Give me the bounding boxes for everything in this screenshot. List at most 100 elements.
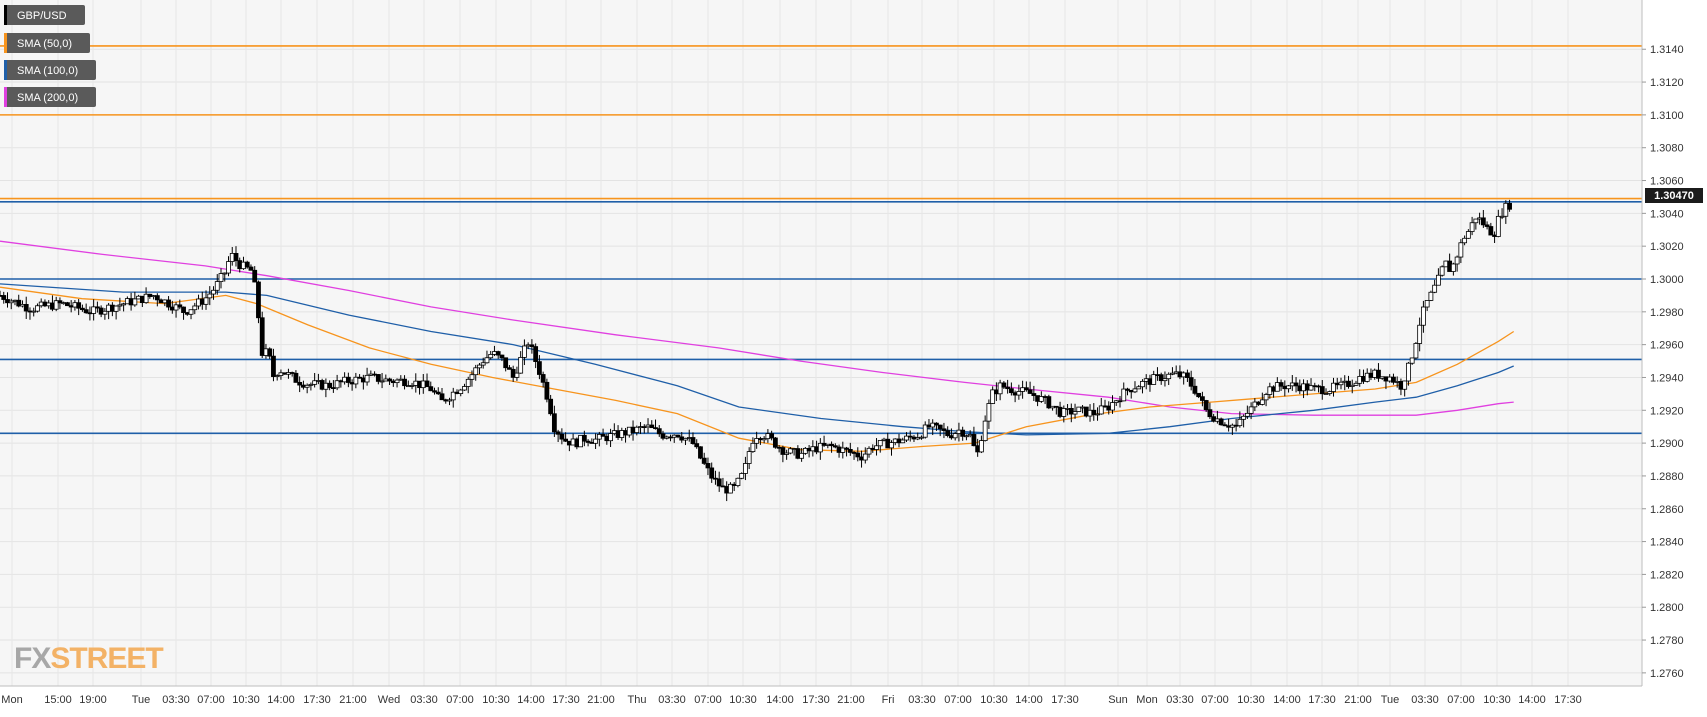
candle [832,443,838,449]
candle [986,399,992,429]
y-tick-label: 1.2840 [1650,537,1684,549]
candle [1308,378,1314,391]
y-tick-label: 1.2760 [1650,668,1684,680]
candle [297,376,303,393]
candle [304,383,310,394]
candle [375,374,381,385]
candle [1110,395,1115,414]
candle [80,304,85,312]
candle [271,348,276,382]
candle [866,446,872,458]
candle [248,264,254,271]
candle [1091,403,1097,421]
candle [409,382,415,390]
x-tick-label: 14:00 [1518,694,1546,706]
candle [559,428,565,445]
candle [113,305,119,320]
x-tick-label: 10:30 [1237,694,1265,706]
candle [1391,373,1396,385]
candle [1095,407,1100,421]
candle [1196,392,1202,399]
candle [533,343,539,369]
candle [233,246,239,267]
candle [514,366,520,381]
candle [982,415,988,442]
candle [1406,361,1411,386]
candle [1,291,7,304]
candle [1132,381,1138,394]
candle [683,437,688,446]
candle [1319,380,1325,400]
candle [907,430,913,442]
candle [252,266,258,283]
candle [57,297,63,310]
y-tick-label: 1.2780 [1650,635,1684,647]
x-tick-label: 07:00 [1447,694,1475,706]
candle [1098,398,1104,415]
candle [952,431,958,441]
y-tick-label: 1.3020 [1650,241,1684,253]
current-price-label: 1.30470 [1654,190,1694,202]
candle [495,350,501,359]
candle [585,439,591,447]
candle-layer [0,199,1512,502]
candle [1293,377,1299,393]
x-tick-label: 21:00 [587,694,615,706]
candle [1263,392,1269,407]
fxstreet-logo: FXSTREET [14,642,164,675]
candle [447,397,452,406]
legend-label-gbpusd: GBP/USD [17,10,67,22]
legend: GBP/USD SMA (50,0) SMA (100,0) SMA (200,… [4,5,96,107]
x-tick-label: Mon [1,694,22,706]
candle [1207,402,1213,419]
candle [1072,403,1078,419]
x-tick-label: 19:00 [79,694,107,706]
candle [919,435,924,440]
y-tick-label: 1.2820 [1650,569,1684,581]
candle [117,297,123,311]
candle [1053,405,1059,415]
y-tick-label: 1.3140 [1650,44,1684,56]
legend-label-sma50: SMA (50,0) [17,38,72,50]
x-tick-label: 07:00 [1201,694,1229,706]
x-tick-label: 17:30 [552,694,580,706]
candle [1402,380,1408,397]
candle [1200,391,1205,407]
candle [536,355,542,380]
candle [979,435,984,454]
candle [402,375,407,390]
candle [8,298,14,310]
candle [941,422,947,439]
candle [728,482,733,494]
candle [181,306,186,320]
candle [548,394,554,416]
candle [769,430,775,441]
candle [293,370,299,383]
x-tick-label: 03:30 [1166,694,1194,706]
candle [904,432,909,442]
candle [874,438,879,456]
candle [364,367,370,386]
candle [1027,381,1033,394]
candle [480,357,486,369]
candle [787,446,793,455]
candle [65,301,70,307]
candle [1424,300,1430,311]
candle [1413,342,1419,360]
candle [1346,375,1351,389]
candle [799,448,805,462]
x-tick-label: 03:30 [410,694,438,706]
candle [698,446,703,460]
candle [1323,388,1329,395]
candle [1008,382,1014,396]
candle [1076,406,1082,412]
candle [600,428,606,437]
candle [353,372,359,389]
candle [529,339,535,354]
candle [608,428,613,448]
candle [772,437,778,449]
candle [462,383,467,391]
candle [379,372,385,389]
candle [1237,411,1243,428]
